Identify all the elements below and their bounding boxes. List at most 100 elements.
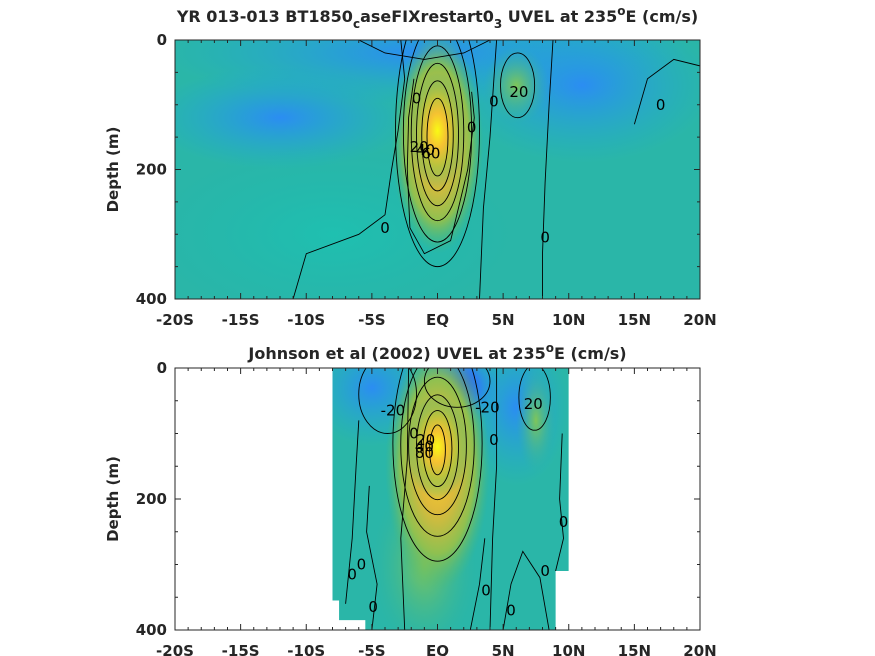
title-part: E (cm/s): [626, 7, 699, 26]
x-tick-label: 15N: [618, 311, 651, 329]
x-tick-label: -15S: [222, 311, 260, 329]
upper-panel: YR 013-013 BT1850caseFIXrestart03 UVEL a…: [104, 4, 717, 329]
contour-jet-level: [422, 410, 453, 488]
title-part: Johnson et al (2002) UVEL at 235: [247, 344, 545, 363]
contour-label: 0: [489, 431, 499, 449]
color-field: [332, 368, 569, 630]
contour-zero: [479, 40, 498, 299]
contour-label: 0: [368, 598, 378, 616]
x-tick-label: 15N: [618, 642, 651, 656]
contour-zero: [633, 58, 700, 125]
contour-zero: [358, 40, 491, 60]
title-part: o: [617, 4, 625, 18]
x-tick-label: EQ: [426, 311, 449, 329]
title-part: c: [353, 17, 360, 31]
contour-label: 40: [415, 438, 434, 456]
contour-jet-level: [402, 40, 473, 243]
contour-label: 0: [467, 118, 477, 136]
contour-labels: -20-2020020408000000000: [347, 395, 568, 619]
x-tick-label: -10S: [287, 311, 325, 329]
color-field: [175, 40, 700, 299]
contour-label: 20: [416, 431, 435, 449]
contour-minus-twenty: [358, 368, 417, 434]
contour-jet-level: [400, 368, 475, 537]
x-tick-label: -20S: [156, 642, 194, 656]
x-tick-label: EQ: [426, 642, 449, 656]
contour-zero: [489, 368, 498, 630]
y-tick-label: 200: [136, 161, 167, 179]
westward-current-region: [175, 65, 412, 170]
contour-label: 0: [489, 93, 499, 111]
contour-jet-level: [392, 368, 483, 562]
contour-label: 60: [421, 144, 440, 162]
contour-label: 20: [524, 395, 543, 413]
contour-label: -20: [475, 398, 500, 416]
contour-jet-level: [395, 40, 480, 268]
contour-label: 0: [347, 565, 357, 583]
y-tick-label: 0: [157, 359, 167, 377]
contour-label: 0: [380, 219, 390, 237]
title-part: E (cm/s): [554, 344, 627, 363]
contour-label: 0: [540, 228, 550, 246]
x-tick-label: 10N: [552, 642, 585, 656]
title-part: aseFIXrestart0: [360, 7, 494, 26]
x-tick-label: -5S: [358, 311, 385, 329]
contour-zero: [502, 550, 550, 630]
contour-label: 0: [540, 562, 550, 580]
x-tick-label: 20N: [683, 642, 716, 656]
contour-label: 20: [509, 83, 528, 101]
contour-label: 80: [415, 444, 434, 462]
contour-jet-level: [416, 62, 459, 207]
contour-jet-level: [408, 376, 467, 516]
contour-label: 0: [412, 89, 422, 107]
y-tick-label: 200: [136, 490, 167, 508]
undercurrent-core: [406, 394, 469, 499]
contour-labels: 00200020406000: [380, 83, 666, 247]
title-part: 3: [494, 17, 502, 31]
contour-zero: [542, 40, 554, 299]
contour-label: 0: [506, 601, 516, 619]
x-tick-label: 5N: [492, 642, 515, 656]
x-tick-label: -10S: [287, 642, 325, 656]
y-tick-label: 400: [136, 621, 167, 639]
contour-label: 20: [410, 138, 429, 156]
y-tick-label: 0: [157, 31, 167, 49]
lower-panel: Johnson et al (2002) UVEL at 235oE (cm/s…: [104, 341, 717, 656]
title-part: UVEL at 235: [502, 7, 617, 26]
title-part: YR 013-013 BT1850: [176, 7, 353, 26]
eastward-current-region: [483, 46, 550, 125]
contour-minus-twenty: [423, 368, 491, 408]
x-tick-label: 10N: [552, 311, 585, 329]
contour-label: 0: [559, 513, 569, 531]
x-tick-label: -15S: [222, 642, 260, 656]
contour-jet-level: [416, 394, 459, 501]
contour-label: 0: [409, 425, 419, 443]
chart-title: YR 013-013 BT1850caseFIXrestart03 UVEL a…: [176, 4, 698, 31]
contour-lines: [345, 368, 564, 630]
contour-jet-level: [429, 424, 446, 476]
contour-zero: [366, 485, 378, 630]
x-tick-label: -20S: [156, 311, 194, 329]
contour-label: 0: [357, 556, 367, 574]
x-tick-label: 20N: [683, 311, 716, 329]
eastward-current-region: [516, 368, 556, 473]
contour-jet-level: [421, 80, 454, 192]
x-tick-label: 5N: [492, 311, 515, 329]
contour-twenty: [500, 52, 536, 119]
contour-label: 0: [481, 582, 491, 600]
contour-label: 0: [656, 96, 666, 114]
contour-zero: [555, 433, 564, 572]
contour-jet-level: [426, 97, 449, 177]
contour-zero: [400, 368, 410, 630]
y-tick-label: 400: [136, 290, 167, 308]
contour-twenty: [518, 368, 551, 431]
y-axis-label: Depth (m): [104, 127, 122, 213]
contour-zero: [292, 40, 406, 299]
contour-zero: [345, 420, 360, 604]
contour-label: 40: [416, 141, 435, 159]
title-part: o: [546, 341, 554, 355]
contour-zero: [469, 538, 486, 630]
